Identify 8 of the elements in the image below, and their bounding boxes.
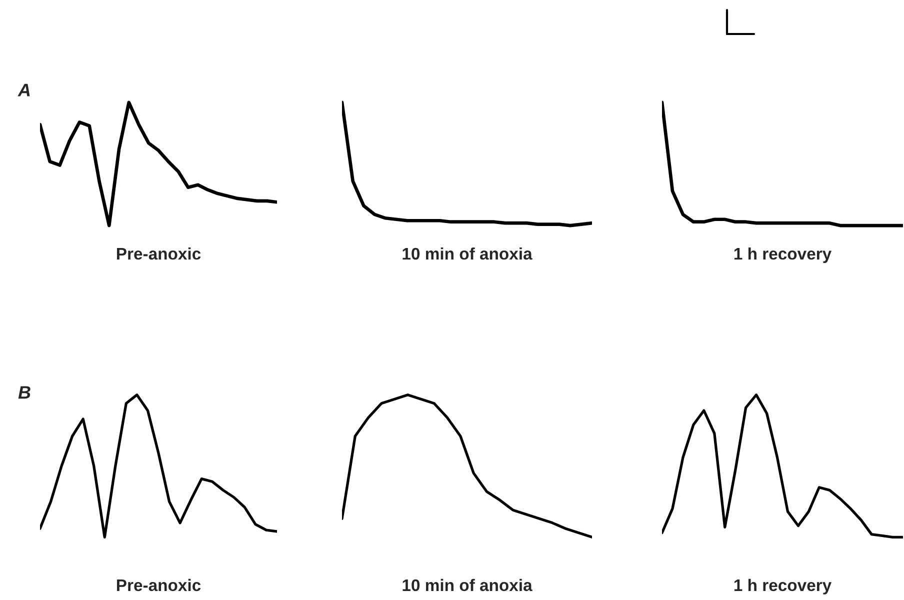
chart-title: B bbox=[18, 386, 30, 399]
x-axis-title: 10 min of anoxia bbox=[402, 578, 532, 592]
x-axis-title: 1 h recovery bbox=[734, 247, 832, 263]
chart-title: A bbox=[18, 84, 30, 96]
x-axis-title: Pre-anoxic bbox=[117, 578, 201, 592]
x-axis-title: Pre-anoxic bbox=[117, 247, 201, 260]
x-axis-title: 10 min of anoxia bbox=[402, 247, 532, 260]
x-axis-title: 1 h recovery bbox=[734, 578, 832, 594]
